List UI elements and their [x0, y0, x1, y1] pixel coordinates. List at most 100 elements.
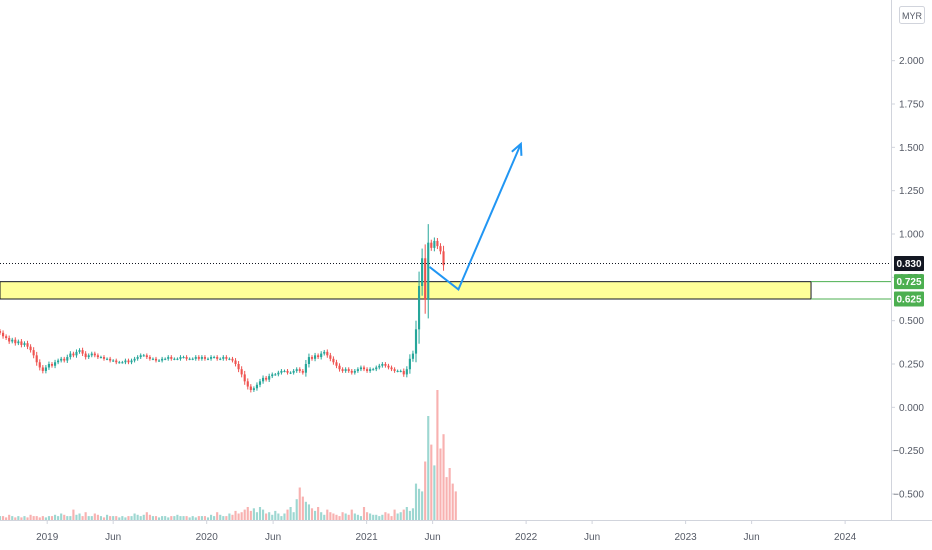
y-tick-label: 2.000: [899, 56, 924, 67]
volume-bar: [271, 514, 274, 520]
candle-body: [60, 358, 63, 361]
candle-body: [228, 358, 231, 360]
y-tick-label: 1.250: [899, 186, 924, 197]
volume-bar: [310, 508, 314, 520]
volume-bar: [225, 516, 228, 520]
volume-bar: [188, 517, 191, 520]
candle-body: [124, 360, 127, 363]
x-tick-label: 2024: [834, 532, 857, 543]
volume-bar: [1, 516, 5, 520]
candle-body: [206, 358, 210, 360]
zone-rect: [0, 281, 812, 300]
volume-bar: [421, 491, 424, 520]
candle-body: [130, 360, 133, 363]
volume-bar: [414, 483, 418, 520]
candle-body: [347, 369, 350, 371]
volume-bar: [381, 514, 384, 520]
volume-bar: [433, 465, 436, 520]
volume-bar: [136, 514, 139, 520]
candle-body: [393, 369, 396, 371]
candle-body: [115, 360, 118, 363]
candle-body: [157, 360, 161, 362]
volume-bar: [0, 516, 2, 520]
candle-body: [332, 358, 335, 363]
candle-body: [375, 367, 378, 370]
candle-body: [338, 365, 341, 370]
candle-body: [93, 353, 96, 356]
arrow-head-icon: [511, 141, 523, 156]
candle-body: [387, 365, 390, 368]
candle-body: [402, 370, 405, 375]
volume-bar: [164, 516, 167, 520]
candle-body: [170, 357, 173, 359]
volume-bar: [17, 516, 20, 520]
candle-body: [161, 358, 164, 361]
support-zone[interactable]: [0, 281, 891, 300]
volume-bar: [353, 513, 356, 520]
volume-bar: [99, 516, 103, 520]
candle-body: [353, 370, 356, 373]
candle-body: [390, 367, 393, 370]
candle-body: [50, 364, 54, 366]
candle-body: [14, 339, 17, 344]
candle-body: [35, 355, 38, 363]
candle-body: [102, 357, 106, 359]
candle-body: [41, 367, 44, 371]
zone-lower-tag: 0.625: [894, 291, 924, 307]
candle-body: [378, 365, 381, 368]
x-tick-label: 2019: [36, 532, 59, 543]
candle-body: [0, 331, 2, 333]
volume-bar: [170, 516, 173, 520]
candle-body: [341, 369, 344, 371]
volume-bar: [411, 508, 415, 520]
volume-bar: [84, 512, 87, 520]
volume-bar: [295, 499, 298, 520]
volume-bar: [8, 514, 11, 520]
zone-upper-tag: 0.725: [894, 274, 924, 290]
candle-body: [295, 369, 298, 371]
volume-bar: [191, 516, 194, 520]
candle-body: [359, 367, 363, 370]
volume-bar: [90, 516, 93, 520]
volume-bar: [280, 516, 283, 520]
candle-body: [372, 369, 375, 371]
candle-body: [151, 358, 155, 360]
candle-body: [240, 369, 243, 375]
volume-bar: [350, 509, 353, 520]
y-tick-label: 0.000: [899, 403, 924, 414]
candle-body: [81, 350, 84, 354]
time-scale[interactable]: 2019 Jun 2020 Jun 2021 Jun 2022 Jun 2023 Jun 2024: [36, 520, 857, 543]
volume-bar: [63, 514, 66, 520]
candle-body: [265, 377, 268, 380]
volume-bar: [130, 516, 133, 520]
candle-body: [384, 364, 387, 366]
candle-body: [307, 357, 311, 364]
candle-body: [261, 377, 265, 382]
volume-bar: [29, 514, 32, 520]
volume-bar: [118, 517, 121, 520]
volume-bar: [216, 512, 219, 520]
volume-bar: [142, 514, 145, 520]
candle-body: [26, 343, 29, 347]
candle-body: [96, 355, 99, 358]
candle-body: [430, 242, 433, 248]
volume-bar: [176, 514, 179, 520]
volume-bar: [286, 509, 289, 520]
x-tick-label: Jun: [105, 532, 121, 543]
candle-body: [323, 351, 326, 354]
x-tick-label: 2023: [674, 532, 697, 543]
currency-badge[interactable]: MYR: [899, 6, 925, 24]
candle-body: [213, 357, 216, 359]
candle-body: [301, 370, 304, 373]
candle-body: [127, 360, 130, 363]
candle-body: [112, 360, 115, 362]
candle-body: [350, 370, 353, 373]
candle-body: [23, 343, 26, 345]
candle-body: [249, 386, 252, 390]
projection-arrow[interactable]: [428, 143, 522, 292]
volume-bar: [200, 516, 203, 520]
candle-body: [29, 346, 32, 351]
volume-bar: [182, 516, 185, 520]
candle-body: [411, 353, 415, 359]
